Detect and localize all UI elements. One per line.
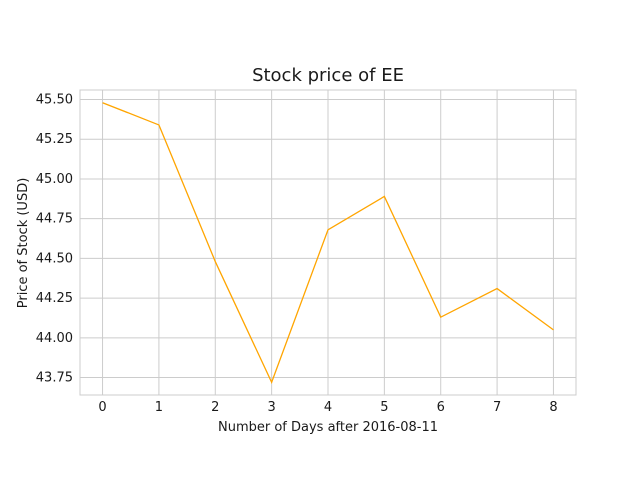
x-tick-label: 0 [98,400,106,415]
x-tick-label: 7 [493,400,501,415]
y-tick-label: 44.00 [36,331,73,346]
x-tick-label: 8 [549,400,557,415]
y-tick-label: 44.50 [36,251,73,266]
x-tick-label: 2 [211,400,219,415]
grid-lines [80,90,576,395]
x-tick-label: 3 [267,400,275,415]
x-tick-label: 4 [324,400,332,415]
x-tick-label: 5 [380,400,388,415]
x-tick-label: 1 [155,400,163,415]
y-tick-label: 45.00 [36,172,73,187]
y-tick-labels: 43.75 44.00 44.25 44.50 44.75 45.00 45.25 45.50 [36,93,73,386]
plot-frame [79,89,577,396]
y-tick-label: 44.75 [36,212,73,227]
y-tick-label: 45.25 [36,132,73,147]
y-axis-label: Price of Stock (USD) [16,178,31,309]
y-tick-label: 45.50 [36,93,73,108]
y-tick-label: 43.75 [36,371,73,386]
chart-title: Stock price of EE [252,65,404,86]
y-tick-label: 44.25 [36,291,73,306]
price-series-line [102,102,554,384]
x-tick-label: 6 [437,400,445,415]
x-axis-label: Number of Days after 2016-08-11 [218,420,438,435]
x-tick-labels: 0 1 2 3 4 5 6 7 8 [98,400,557,415]
